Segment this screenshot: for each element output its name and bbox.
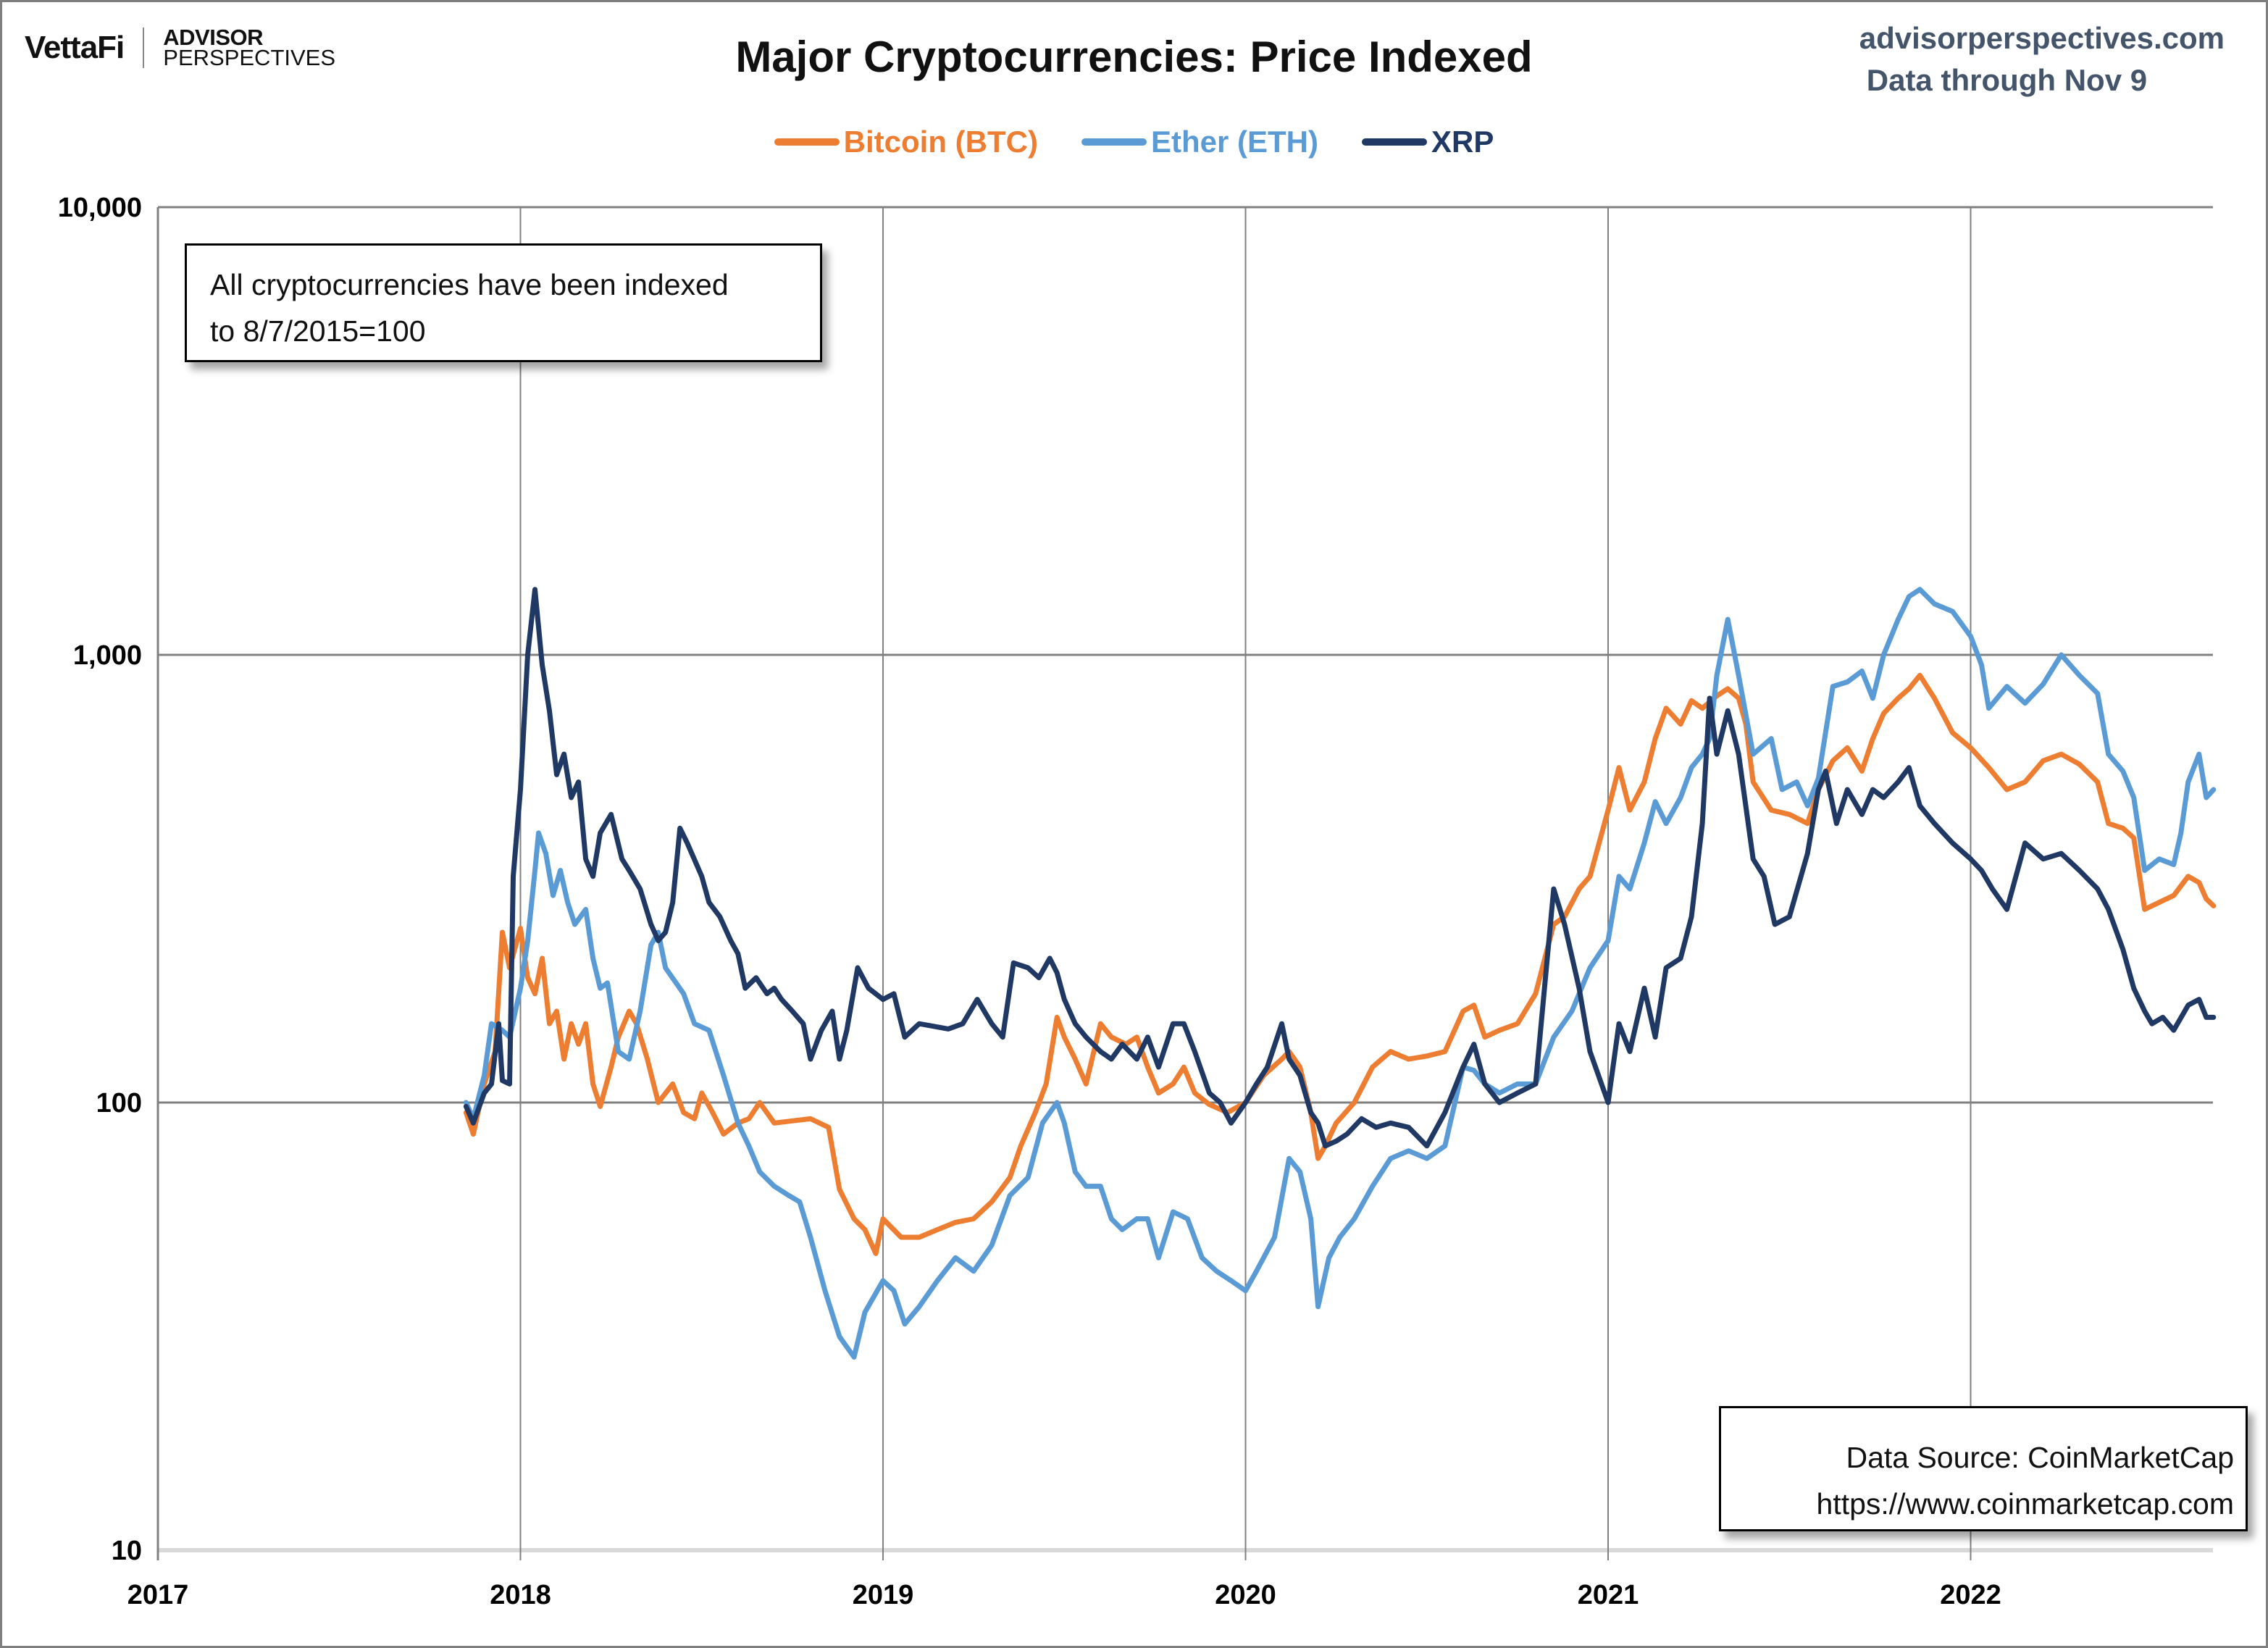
- x-tick-label: 2021: [1578, 1580, 1639, 1610]
- y-tick-label: 10: [112, 1536, 142, 1566]
- vettafi-advisor-perspectives-logo: VettaFi ADVISOR PERSPECTIVES: [25, 25, 336, 70]
- legend-swatch-btc: [774, 138, 840, 146]
- legend-label-xrp: XRP: [1431, 125, 1494, 159]
- site-url: advisorperspectives.com: [1859, 21, 2225, 55]
- legend-swatch-xrp: [1361, 138, 1427, 146]
- legend-item-eth: Ether (ETH): [1081, 125, 1318, 159]
- logo-advisor-perspectives: ADVISOR PERSPECTIVES: [163, 25, 336, 70]
- legend-item-xrp: XRP: [1361, 125, 1494, 159]
- legend-label-eth: Ether (ETH): [1150, 125, 1318, 159]
- x-tick-label: 2017: [127, 1580, 189, 1610]
- logo-vettafi: VettaFi: [25, 30, 125, 65]
- legend-item-btc: Bitcoin (BTC): [774, 125, 1038, 159]
- data-through-label: Data through Nov 9: [1866, 63, 2148, 97]
- series-line-xrp: [463, 587, 2217, 1149]
- x-tick-label: 2019: [853, 1580, 914, 1610]
- series-line-btc: [463, 672, 2217, 1256]
- x-tick-label: 2018: [490, 1580, 551, 1610]
- chart-legend: Bitcoin (BTC) Ether (ETH) XRP: [0, 125, 2268, 159]
- tick-labels: 10 100 1,000 10,000 2017 2018 2019 2020 2021 2022: [58, 193, 2001, 1610]
- site-info: advisorperspectives.com Data through Nov…: [1859, 17, 2225, 101]
- legend-swatch-eth: [1081, 138, 1147, 146]
- source-note-box: Data Source: CoinMarketCap https://www.c…: [1719, 1406, 2248, 1531]
- chart-title: Major Cryptocurrencies: Price Indexed: [735, 33, 1533, 81]
- logo-ap-line2: PERSPECTIVES: [163, 45, 336, 70]
- index-note-line1: All cryptocurrencies have been indexed: [210, 268, 729, 301]
- source-note-line2: https://www.coinmarketcap.com: [1816, 1487, 2234, 1521]
- x-tick-label: 2022: [1940, 1580, 2001, 1610]
- series-line-eth: [463, 587, 2217, 1360]
- series-lines: [463, 587, 2217, 1360]
- y-tick-label: 1,000: [73, 640, 142, 671]
- source-note-line1: Data Source: CoinMarketCap: [1846, 1441, 2234, 1474]
- logo-divider: [143, 28, 145, 68]
- x-tick-label: 2020: [1215, 1580, 1276, 1610]
- legend-label-btc: Bitcoin (BTC): [843, 125, 1038, 159]
- grid-lines: [156, 206, 2213, 1560]
- index-note-box: All cryptocurrencies have been indexed t…: [185, 243, 822, 362]
- logo-ap-line1: ADVISOR: [163, 25, 264, 50]
- y-tick-label: 10,000: [58, 193, 142, 223]
- y-tick-label: 100: [96, 1088, 142, 1118]
- index-note-line2: to 8/7/2015=100: [210, 314, 426, 348]
